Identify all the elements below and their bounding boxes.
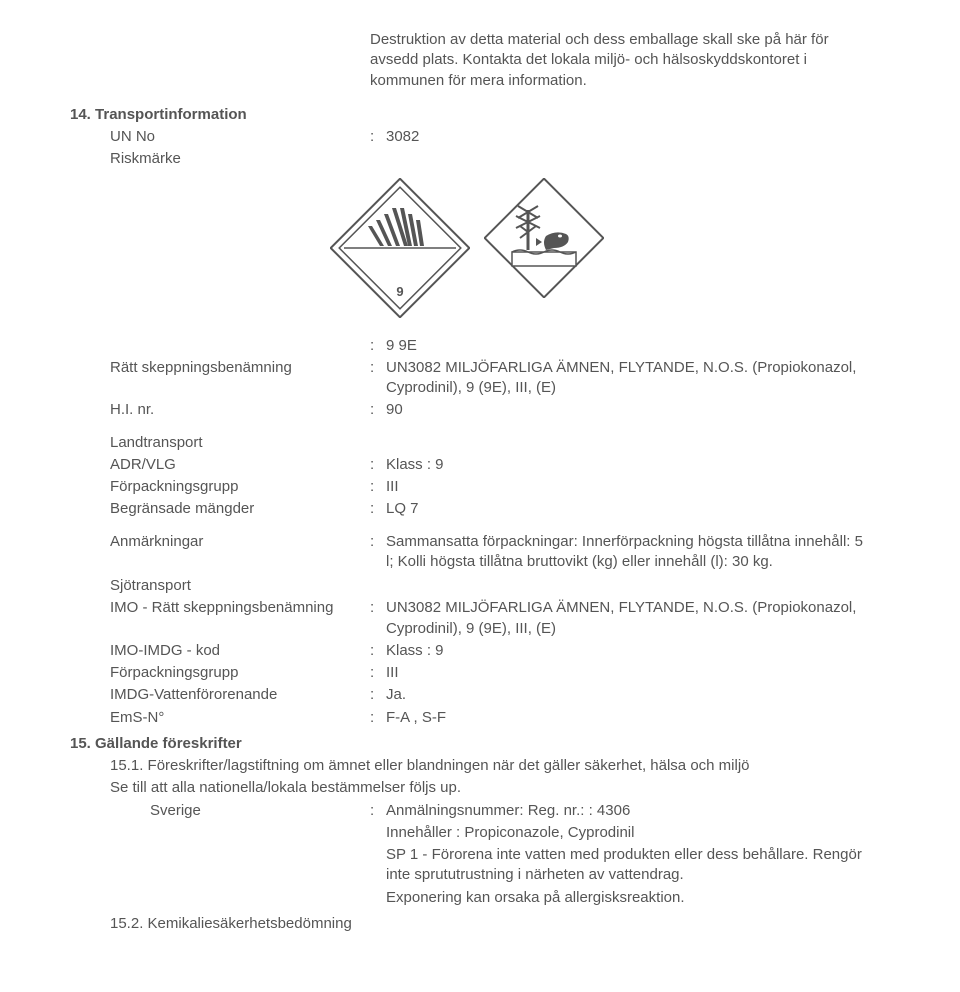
- risk-label: Riskmärke: [110, 149, 370, 169]
- hazard-class9-icon: 9: [330, 178, 470, 318]
- sweden-value: Anmälningsnummer: Reg. nr.: : 4306: [386, 801, 870, 821]
- s15-sub2: 15.2. Kemikaliesäkerhetsbedömning: [70, 914, 870, 934]
- un-no-value: 3082: [386, 127, 870, 147]
- marine-label: IMDG-Vattenförorenande: [110, 685, 370, 705]
- imo-label: IMO - Rätt skeppningsbenämning: [110, 598, 370, 639]
- hi-value: 90: [386, 400, 870, 420]
- un-no-label: UN No: [110, 127, 370, 147]
- adr-label: ADR/VLG: [110, 455, 370, 475]
- lq-label: Begränsade mängder: [110, 499, 370, 519]
- s15-sub1: 15.1. Föreskrifter/lagstiftning om ämnet…: [70, 756, 870, 776]
- pack-label: Förpackningsgrupp: [110, 477, 370, 497]
- shipping-label: Rätt skeppningsbenämning: [110, 358, 370, 399]
- pack2-label: Förpackningsgrupp: [110, 663, 370, 683]
- ems-value: F-A , S-F: [386, 708, 870, 728]
- section-14-title: 14. Transportinformation: [70, 105, 870, 125]
- imdg-value: Klass : 9: [386, 641, 870, 661]
- land-title: Landtransport: [110, 433, 203, 453]
- hi-label: H.I. nr.: [110, 400, 370, 420]
- shipping-value: UN3082 MILJÖFARLIGA ÄMNEN, FLYTANDE, N.O…: [386, 358, 870, 399]
- imdg-label: IMO-IMDG - kod: [110, 641, 370, 661]
- pack2-value: III: [386, 663, 870, 683]
- pack-value: III: [386, 477, 870, 497]
- hazard-env-icon: [484, 178, 604, 298]
- s15-sub1-note: Se till att alla nationella/lokala bestä…: [70, 778, 870, 798]
- sweden-l2: Innehåller : Propiconazole, Cyprodinil: [386, 823, 870, 843]
- ems-label: EmS-N°: [110, 708, 370, 728]
- imo-value: UN3082 MILJÖFARLIGA ÄMNEN, FLYTANDE, N.O…: [386, 598, 870, 639]
- svg-text:9: 9: [396, 284, 403, 299]
- adr-value: Klass : 9: [386, 455, 870, 475]
- marine-value: Ja.: [386, 685, 870, 705]
- section-15-title: 15. Gällande föreskrifter: [70, 734, 870, 754]
- class-value: 9 9E: [386, 336, 870, 356]
- hazard-symbols: 9: [330, 178, 870, 318]
- sweden-l3: SP 1 - Förorena inte vatten med produkte…: [386, 845, 870, 886]
- remarks-label: Anmärkningar: [110, 532, 370, 573]
- sea-title: Sjötransport: [110, 576, 191, 596]
- sweden-l4: Exponering kan orsaka på allergisksreakt…: [386, 888, 870, 908]
- intro-text: Destruktion av detta material och dess e…: [370, 30, 870, 91]
- sweden-label: Sverige: [150, 801, 370, 821]
- remarks-value: Sammansatta förpackningar: Innerförpackn…: [386, 532, 870, 573]
- lq-value: LQ 7: [386, 499, 870, 519]
